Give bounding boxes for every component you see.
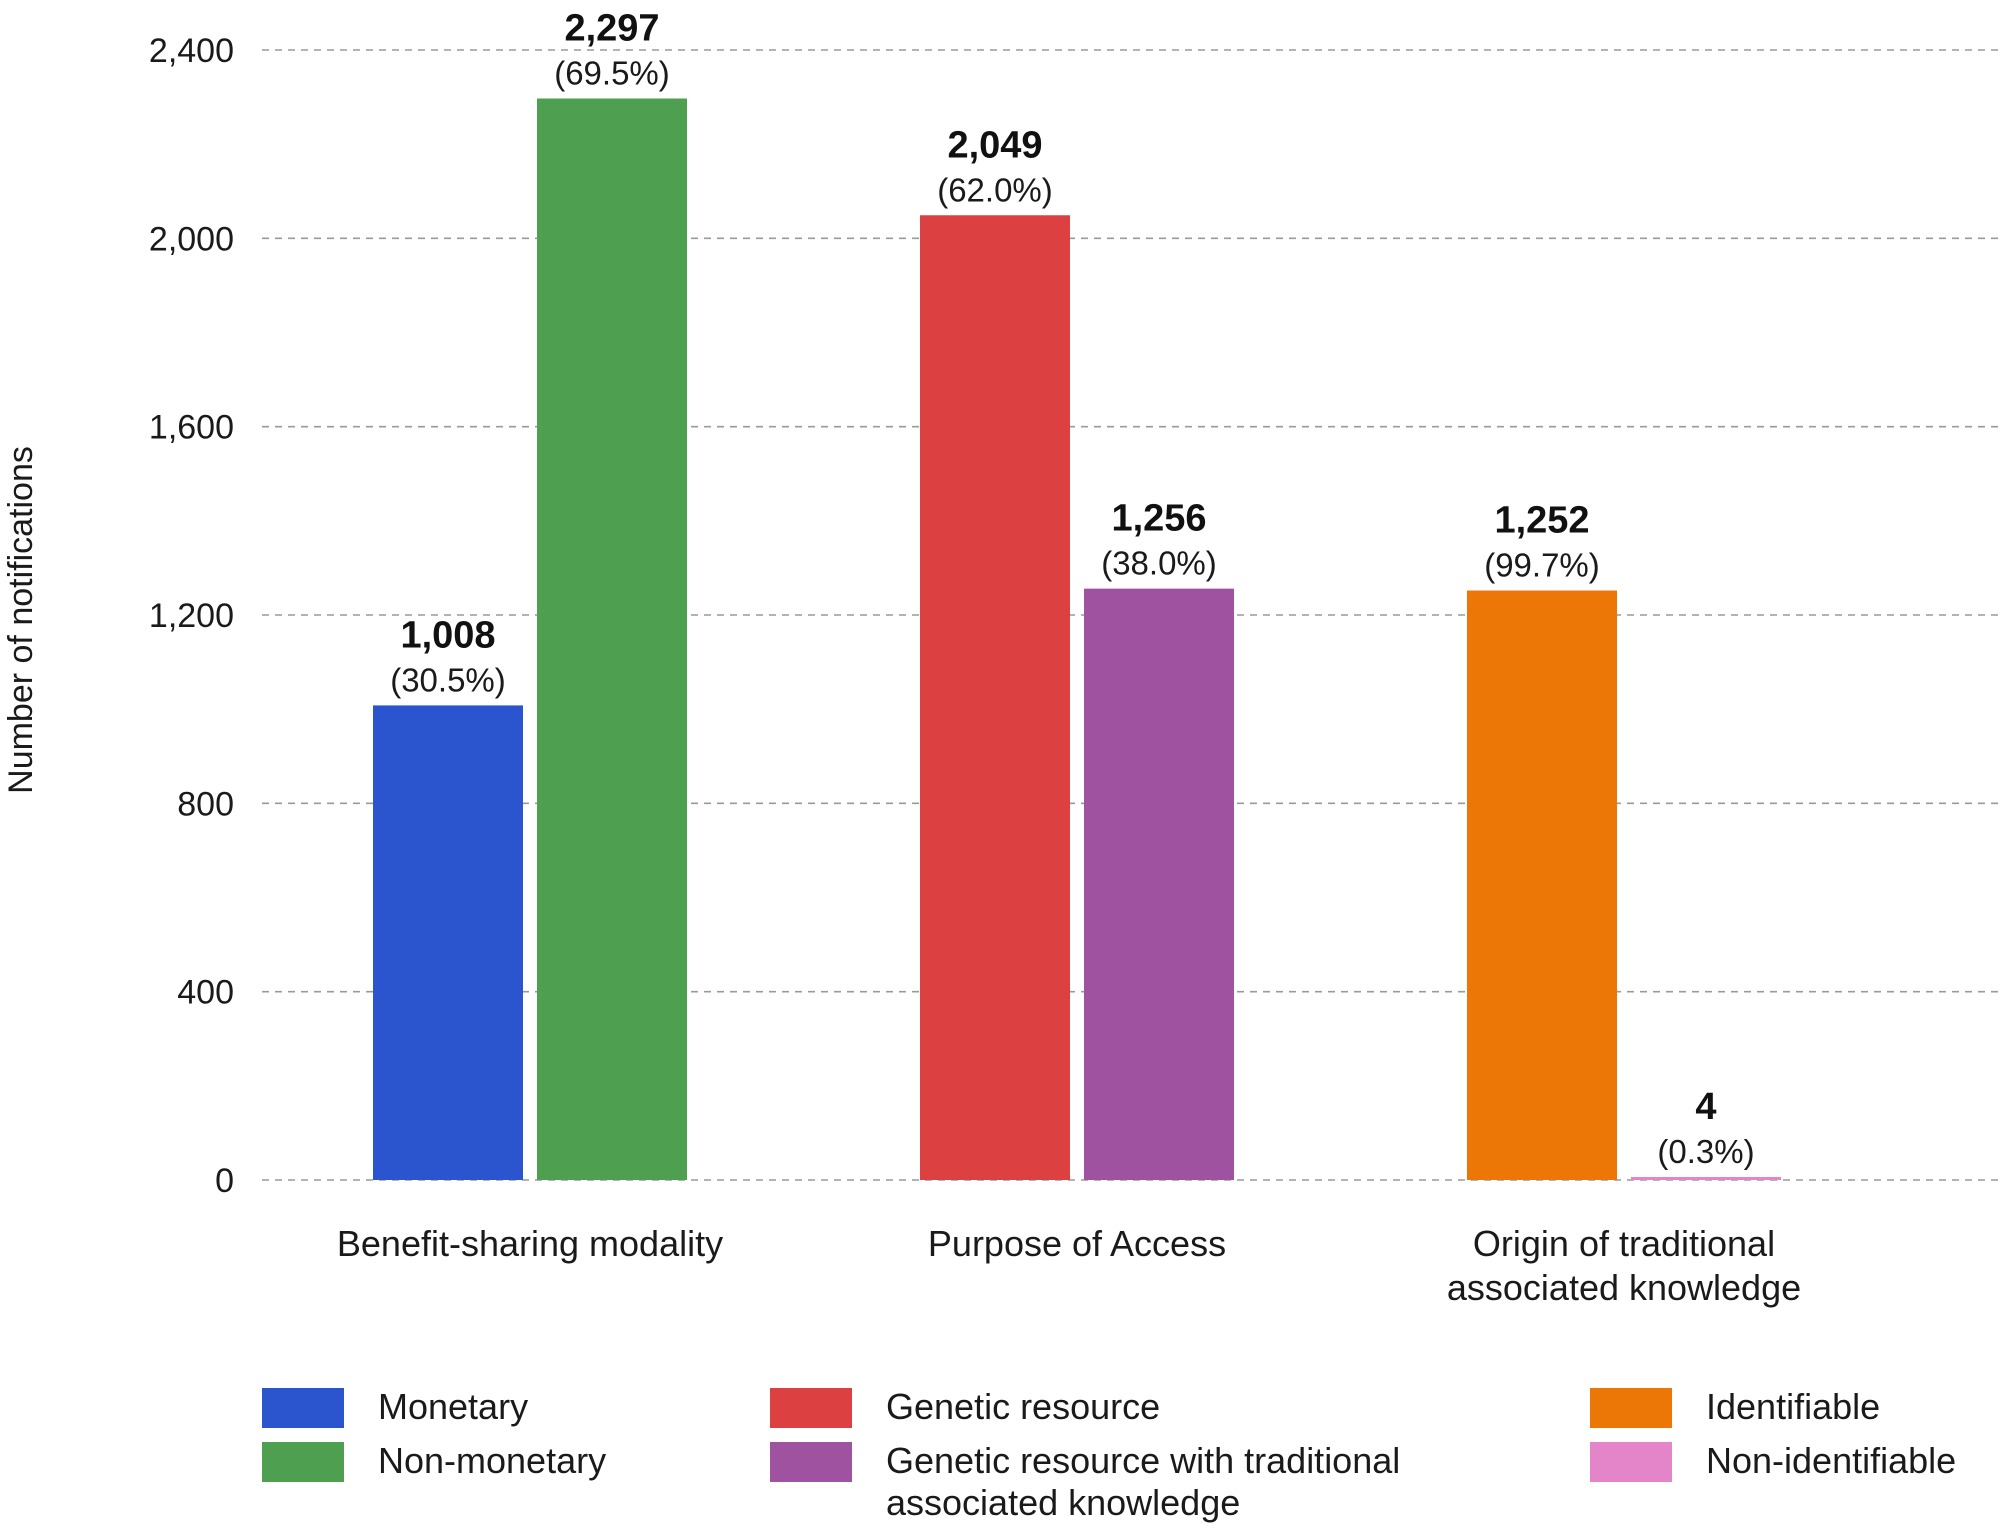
bars — [373, 98, 1781, 1180]
category-labels: Benefit-sharing modality Purpose of Acces… — [337, 1223, 1801, 1308]
legend-item: Monetary — [262, 1386, 529, 1428]
legend-label: Identifiable — [1706, 1386, 1881, 1427]
y-tick-label: 400 — [177, 974, 234, 1012]
value-label: 1,252 — [1494, 500, 1589, 542]
legend-item: Non-monetary — [262, 1440, 607, 1482]
percent-label: (62.0%) — [937, 171, 1053, 208]
bar-monetary — [373, 705, 523, 1180]
y-tick-label: 2,400 — [149, 32, 234, 70]
percent-label: (30.5%) — [390, 661, 506, 698]
y-tick-label: 800 — [177, 785, 234, 823]
category-label: associated knowledge — [1447, 1267, 1801, 1308]
y-tick-label: 1,600 — [149, 409, 234, 447]
legend-item: Non-identifiable — [1590, 1440, 1957, 1482]
legend-item: Genetic resource — [770, 1386, 1161, 1428]
y-tick-label: 2,000 — [149, 220, 234, 258]
legend-item: Genetic resource with traditional associa… — [770, 1440, 1401, 1524]
bar-non-monetary — [537, 98, 687, 1180]
legend-swatch — [1590, 1388, 1672, 1428]
percent-label: (69.5%) — [554, 54, 670, 91]
legend-label: Genetic resource with traditional associa… — [886, 1440, 1401, 1523]
bar-non-identifiable — [1631, 1177, 1781, 1180]
category-label: Origin of traditional — [1473, 1223, 1775, 1264]
value-label: 2,297 — [564, 7, 659, 49]
percent-label: (0.3%) — [1657, 1133, 1754, 1170]
legend-label: Genetic resource — [886, 1386, 1161, 1427]
legend-swatch — [262, 1442, 344, 1482]
legend-swatch — [770, 1442, 852, 1482]
legend-swatch — [770, 1388, 852, 1428]
legend-swatch — [262, 1388, 344, 1428]
value-label: 1,008 — [400, 614, 495, 656]
value-label: 4 — [1695, 1086, 1716, 1128]
bar-genetic-resource-with-traditional-associated-knowledge — [1084, 588, 1234, 1180]
y-tick-label: 0 — [215, 1162, 234, 1200]
y-axis-ticks: 0 400 800 1,200 1,600 2,000 2,400 — [149, 32, 234, 1200]
value-label: 1,256 — [1111, 498, 1206, 540]
y-axis-label: Number of notifications — [2, 446, 40, 794]
percent-label: (38.0%) — [1101, 545, 1217, 582]
legend-label: Monetary — [378, 1386, 529, 1427]
bar-genetic-resource — [920, 215, 1070, 1180]
legend-swatch — [1590, 1442, 1672, 1482]
y-tick-label: 1,200 — [149, 597, 234, 635]
bar-identifiable — [1467, 590, 1617, 1180]
legend-label: Non-monetary — [378, 1440, 607, 1481]
legend-item: Identifiable — [1590, 1386, 1881, 1428]
percent-label: (99.7%) — [1484, 547, 1600, 584]
legend-label: Non-identifiable — [1706, 1440, 1957, 1481]
value-label: 2,049 — [947, 124, 1042, 166]
category-label: Benefit-sharing modality — [337, 1223, 723, 1264]
data-labels: 1,008 (30.5%) 2,297 (69.5%) 2,049 (62.0%) 1,25… — [390, 7, 1754, 1170]
category-label: Purpose of Access — [928, 1223, 1226, 1264]
legend: Monetary Non-monetary Genetic resource Gene… — [0, 1384, 2000, 1532]
